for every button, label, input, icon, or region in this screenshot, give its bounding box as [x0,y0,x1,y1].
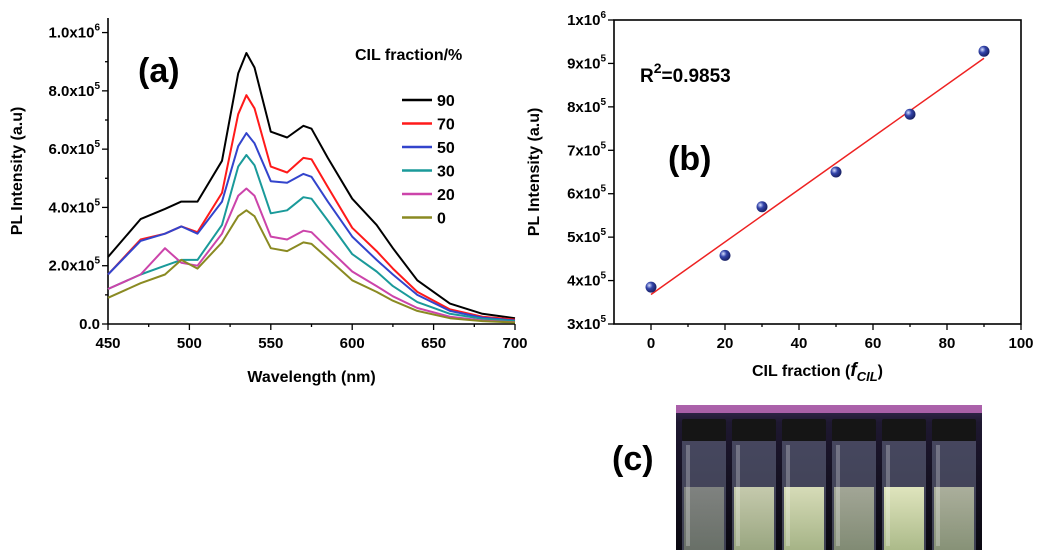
x-tick-label-b: 20 [717,335,734,352]
vial-liquid [934,487,974,550]
y-tick-label-a: 8.0x105 [49,81,101,100]
uv-glow-strip [676,405,982,413]
plot-frame-b [613,19,1022,325]
y-axis-label-b: PL Intensity (a.u) [526,108,543,237]
panel-label-b: (b) [668,140,711,178]
y-tick-label-a: 0.0 [79,316,100,333]
legend-label-90: 90 [437,93,455,110]
vial-highlight [786,445,790,546]
vial-cap [832,419,876,441]
data-point [904,108,916,120]
vial-highlight [886,445,890,546]
vial-highlight [686,445,690,546]
vial-cap [932,419,976,441]
vial-highlight [736,445,740,546]
chart-a: 450 500 550 600 650 7000.02.0x1054.0x1056.0x1… [9,18,528,386]
x-tick-label-b: 60 [865,335,882,352]
y-axis-label-a: PL Intensity (a.u) [9,107,26,236]
y-tick-label-b: 5x105 [567,227,606,246]
y-tick-label-a: 1.0x106 [49,23,101,42]
x-tick-label-a: 650 [421,335,446,352]
legend-label-70: 70 [437,117,455,134]
vial-liquid [784,487,824,550]
x-tick-label-a: 500 [177,335,202,352]
x-tick-label-b: 80 [939,335,956,352]
legend-title: CIL fraction/% [355,47,462,64]
x-tick-label-a: 550 [258,335,283,352]
series-line-30 [107,154,516,323]
data-point [978,45,990,57]
y-tick-label-b: 1x106 [567,10,606,29]
data-point [756,201,768,213]
data-point [645,281,657,293]
y-tick-label-a: 2.0x105 [49,256,101,275]
y-tick-label-b: 9x105 [567,53,606,72]
y-tick-label-a: 4.0x105 [49,197,101,216]
panel-label-c: (c) [612,440,654,478]
y-tick-label-a: 6.0x105 [49,139,101,158]
x-tick-label-a: 700 [502,335,527,352]
x-tick-label-b: 40 [791,335,808,352]
vial-highlight [936,445,940,546]
legend-label-30: 30 [437,164,455,181]
vial-highlight [836,445,840,546]
vial-cap [732,419,776,441]
vial-liquid [734,487,774,550]
vial-cap [682,419,726,441]
panel-label-a: (a) [138,52,180,90]
legend-label-50: 50 [437,140,455,157]
x-axis-label-b: CIL fraction (fCIL) [752,360,883,384]
y-tick-label-b: 3x105 [567,314,606,333]
vial-liquid [884,487,924,550]
series-line-20 [107,187,516,324]
legend-label-20: 20 [437,187,455,204]
y-tick-label-b: 7x105 [567,140,606,159]
series-line-90 [107,52,516,320]
vial-cap [882,419,926,441]
data-point [830,166,842,178]
vial-liquid [684,487,724,550]
vial-liquid [834,487,874,550]
data-point [719,249,731,261]
vial-cap [782,419,826,441]
fit-line [650,57,985,296]
r-squared-annotation: R2=0.9853 [640,60,731,87]
y-tick-label-b: 6x105 [567,184,606,203]
y-tick-label-b: 4x105 [567,271,606,290]
series-line-50 [107,132,516,322]
x-tick-label-a: 450 [95,335,120,352]
chart-b: 0 20 40 60 80 100 3x105 4x105 5x105 6x105 7x105 8x1… [526,10,1034,384]
y-tick-label-b: 8x105 [567,97,606,116]
x-tick-label-a: 600 [340,335,365,352]
x-axis-label-a: Wavelength (nm) [247,369,375,386]
series-line-0 [107,209,516,324]
photo-c: (c) [612,405,982,550]
legend-label-0: 0 [437,211,446,228]
x-tick-label-b: 0 [647,335,655,352]
photo-background [676,405,982,550]
x-tick-label-b: 100 [1008,335,1033,352]
